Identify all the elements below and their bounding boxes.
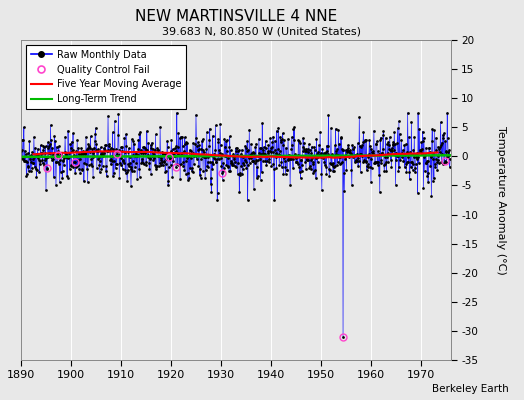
Title: NEW MARTINSVILLE 4 NNE: NEW MARTINSVILLE 4 NNE: [135, 8, 337, 24]
Text: Berkeley Earth: Berkeley Earth: [432, 384, 508, 394]
Y-axis label: Temperature Anomaly (°C): Temperature Anomaly (°C): [496, 126, 506, 274]
Text: 39.683 N, 80.850 W (United States): 39.683 N, 80.850 W (United States): [162, 26, 362, 36]
Legend: Raw Monthly Data, Quality Control Fail, Five Year Moving Average, Long-Term Tren: Raw Monthly Data, Quality Control Fail, …: [26, 45, 187, 109]
